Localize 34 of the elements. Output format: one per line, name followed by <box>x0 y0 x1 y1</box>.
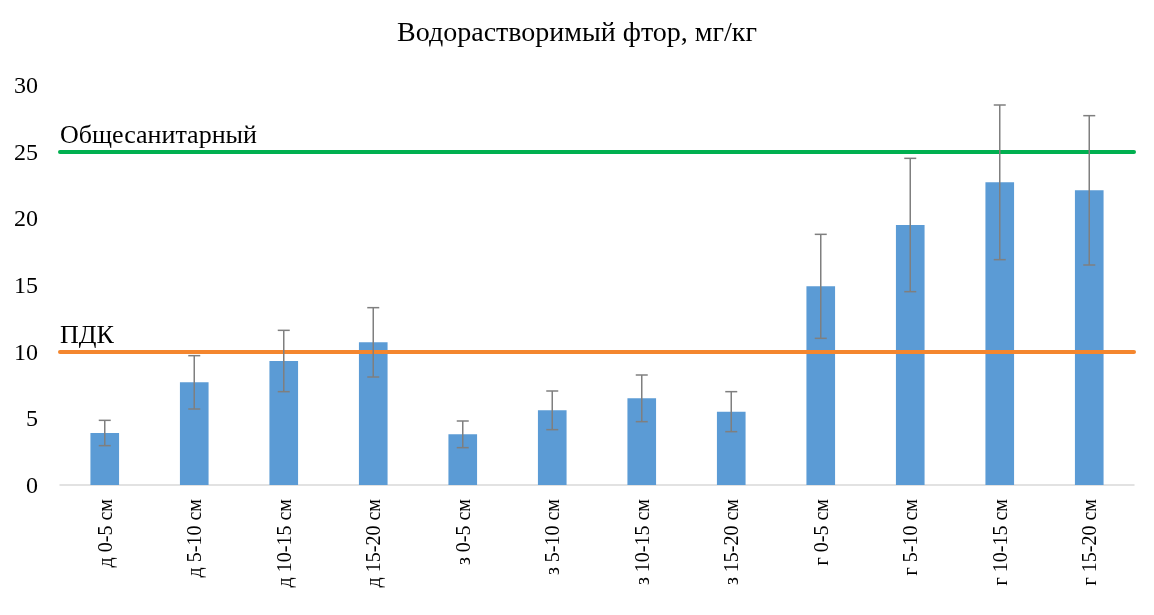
x-tick-label: з 15-20 см <box>720 498 743 586</box>
bar <box>1074 190 1104 485</box>
bar <box>895 225 925 485</box>
x-tick-label: з 10-15 см <box>630 498 653 586</box>
y-tick-label: 30 <box>14 72 38 98</box>
bar <box>985 182 1015 485</box>
y-tick-label: 15 <box>14 272 38 298</box>
x-tick-label: г 15-20 см <box>1078 498 1101 586</box>
x-tick-label: г 5-10 см <box>899 498 922 576</box>
y-tick-label: 20 <box>14 205 38 232</box>
bar <box>90 433 120 485</box>
chart-title: Водорастворимый фтор, мг/кг <box>397 15 757 47</box>
y-tick-label: 10 <box>14 338 38 365</box>
bar <box>627 398 657 485</box>
x-tick-label: г 10-15 см <box>988 498 1011 586</box>
bar <box>537 410 567 485</box>
x-tick-label: з 5-10 см <box>541 498 564 576</box>
x-tick-label: г 0-5 см <box>809 498 832 566</box>
bar <box>269 361 299 485</box>
x-tick-label: д 0-5 см <box>93 498 117 568</box>
bar <box>806 286 836 485</box>
x-tick-label: д 15-20 см <box>362 498 386 588</box>
bar <box>716 411 746 485</box>
x-tick-label: д 10-15 см <box>272 498 296 588</box>
y-tick-label: 5 <box>26 405 38 432</box>
ref-line-label: Общесанитарный <box>60 120 258 150</box>
bar <box>448 434 478 485</box>
bar <box>179 382 209 485</box>
y-tick-label: 0 <box>26 472 38 498</box>
y-tick-label: 25 <box>14 138 38 165</box>
ref-line-label: ПДК <box>60 320 115 350</box>
bar <box>358 342 388 485</box>
x-tick-label: д 5-10 см <box>183 498 207 578</box>
x-tick-label: з 0-5 см <box>451 498 474 566</box>
